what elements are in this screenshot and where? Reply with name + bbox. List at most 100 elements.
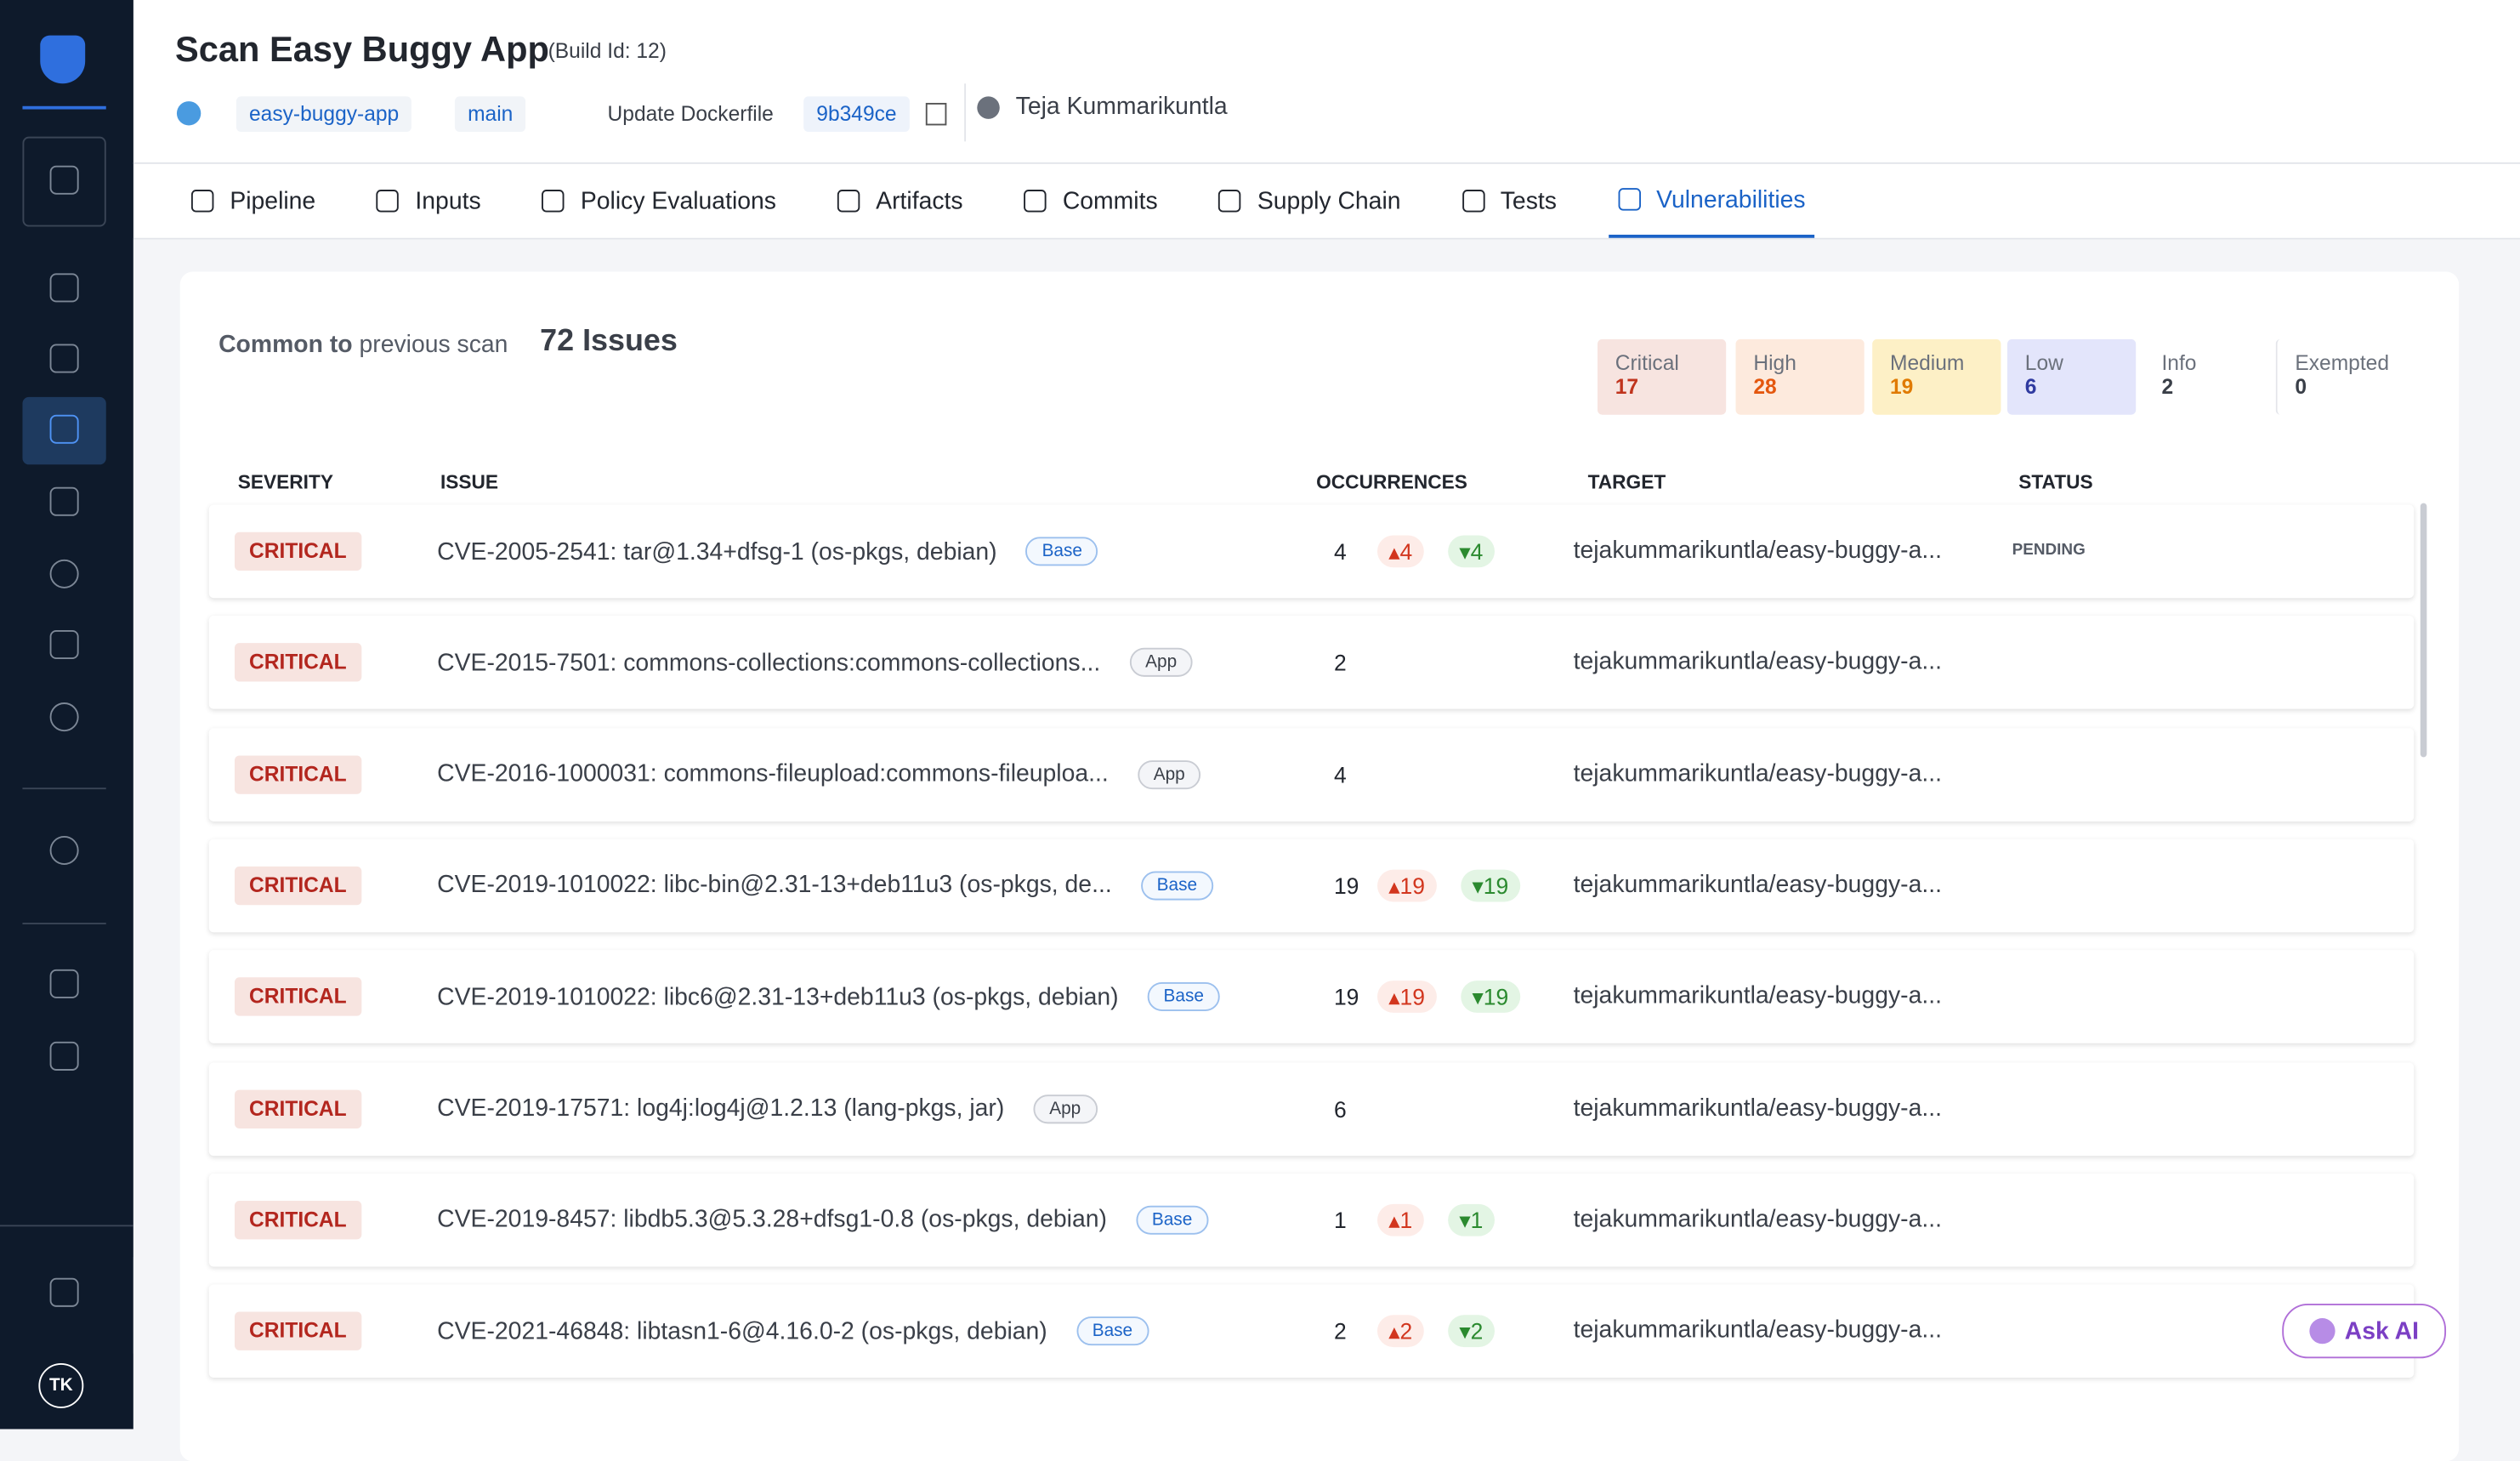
previous-label: previous scan [359,331,508,359]
issue-row[interactable]: CRITICAL CVE-2019-17571: log4j:log4j@1.2.… [208,1061,2415,1156]
ai-icon [2309,1318,2336,1344]
repo[interactable]: easy-buggy-app [236,96,412,133]
copy-button[interactable] [925,102,947,126]
severity-badge: CRITICAL [234,1089,361,1128]
count-value: 6 [2024,374,2037,399]
issue-row[interactable]: CRITICAL CVE-2019-8457: libdb5.3@5.3.28+d… [208,1173,2415,1267]
nav-item[interactable] [49,702,79,732]
commit-message: Update Dockerfile [607,101,774,126]
issue-text: CVE-2019-8457: libdb5.3@5.3.28+dfsg1-0.8… [437,1206,1107,1234]
issue-text: CVE-2015-7501: commons-collections:commo… [437,649,1101,677]
issue: CVE-2019-8457: libdb5.3@5.3.28+dfsg1-0.8… [437,1174,1209,1267]
count-label: Low [2024,350,2063,375]
nav-item[interactable] [49,629,79,660]
issue-row[interactable]: CRITICAL CVE-2005-2541: tar@1.34+dfsg-1 (… [208,504,2415,599]
tab[interactable]: Supply Chain [1209,164,1410,238]
nav-item[interactable] [49,344,79,373]
issue-row[interactable]: CRITICAL CVE-2015-7501: commons-collectio… [208,616,2415,710]
severity-count: Critical 17 [1597,338,1727,415]
tab[interactable]: Artifacts [827,164,972,238]
status-icon [176,101,201,126]
user-avatar[interactable]: TK [38,1362,84,1408]
target: tejakummarikuntla/easy-buggy-a... [1573,759,1943,787]
nav-item[interactable] [49,486,79,516]
nav-item[interactable] [49,969,79,998]
issue-row[interactable]: CRITICAL CVE-2019-1010022: libc6@2.31-13+… [208,950,2415,1044]
divider [964,83,967,142]
layer-tag: App [1137,759,1201,789]
layer-tag: Base [1076,1316,1149,1346]
tab-label: Pipeline [230,187,316,215]
layer-tag: Base [1140,871,1213,901]
issue-count[interactable]: 72 Issues [540,324,678,359]
tab-label: Supply Chain [1257,187,1401,215]
issue: CVE-2021-46848: libtasn1-6@4.16.0-2 (os-… [437,1285,1149,1379]
nav-settings[interactable] [49,835,79,865]
scrollbar[interactable] [2420,503,2427,758]
count-label: High [1753,350,1796,375]
severity-count: Medium 19 [1872,338,2001,415]
module-switch[interactable] [22,136,106,227]
issue: CVE-2016-1000031: commons-fileupload:com… [437,728,1201,821]
issue-row[interactable]: CRITICAL CVE-2019-1010022: libc-bin@2.31-… [208,839,2415,933]
divider [22,787,106,790]
nav-help[interactable] [49,1277,79,1307]
tab-label: Artifacts [876,187,963,215]
tab-label: Vulnerabilities [1656,185,1806,213]
nav-item[interactable] [49,1041,79,1071]
tab[interactable]: Vulnerabilities [1608,164,1815,238]
occurrences: 2 [1333,1318,1347,1344]
nav-item[interactable] [49,559,79,588]
severity-badge: CRITICAL [234,866,361,906]
count-label: Critical [1615,350,1679,375]
nav-home[interactable] [49,273,79,303]
severity-badge: CRITICAL [234,754,361,794]
count-value: 17 [1615,374,1639,399]
nav-active[interactable] [22,396,106,465]
severity-badge: CRITICAL [234,977,361,1017]
new-count: ▴19 [1376,981,1437,1014]
issue-text: CVE-2019-1010022: libc6@2.31-13+deb11u3 … [437,983,1119,1011]
logo [40,35,86,84]
divider [22,105,106,110]
tab[interactable]: Commits [1014,164,1167,238]
tab[interactable]: Tests [1452,164,1566,238]
ask-ai-button[interactable]: Ask AI [2282,1304,2447,1359]
severity-count: Low 6 [2006,338,2137,415]
new-count: ▴19 [1376,869,1437,902]
fixed-count: ▾4 [1448,535,1495,568]
column-header: STATUS [2018,470,2093,494]
severity-badge: CRITICAL [234,1200,361,1240]
tab-icon [837,190,860,213]
header: Scan Easy Buggy App (Build Id: 12) easy-… [133,0,2520,164]
occurrences: 19 [1333,873,1359,899]
title: Scan Easy Buggy App [175,29,549,70]
severity-count: Info 2 [2143,338,2273,415]
build-id: (Build Id: 12) [548,38,667,63]
issue-text: CVE-2019-17571: log4j:log4j@1.2.13 (lang… [437,1094,1005,1123]
count-value: 0 [2295,374,2307,399]
count-label: Medium [1889,350,1965,375]
issue-row[interactable]: CRITICAL CVE-2016-1000031: commons-fileup… [208,727,2415,821]
ask-ai-label: Ask AI [2344,1317,2420,1345]
target: tejakummarikuntla/easy-buggy-a... [1573,982,1943,1010]
column-header: OCCURRENCES [1316,470,1467,494]
issue-text: CVE-2021-46848: libtasn1-6@4.16.0-2 (os-… [437,1317,1047,1345]
column-header: TARGET [1587,470,1666,494]
issue-text: CVE-2019-1010022: libc-bin@2.31-13+deb11… [437,872,1112,900]
count-label: Exempted [2295,350,2390,375]
new-count: ▴1 [1376,1203,1424,1236]
tab-icon [190,190,214,213]
issue-row[interactable]: CRITICAL CVE-2021-46848: libtasn1-6@4.16.… [208,1284,2415,1379]
commit-hash[interactable]: 9b349ce [803,96,910,133]
tab-label: Tests [1500,187,1557,215]
tab[interactable]: Pipeline [182,164,326,238]
tab[interactable]: Inputs [367,164,491,238]
branch[interactable]: main [454,96,526,133]
tab-label: Inputs [415,187,481,215]
layer-tag: Base [1135,1205,1209,1235]
issue: CVE-2019-1010022: libc-bin@2.31-13+deb11… [437,839,1213,933]
occurrences: 19 [1333,984,1359,1010]
tab[interactable]: Policy Evaluations [532,164,786,238]
